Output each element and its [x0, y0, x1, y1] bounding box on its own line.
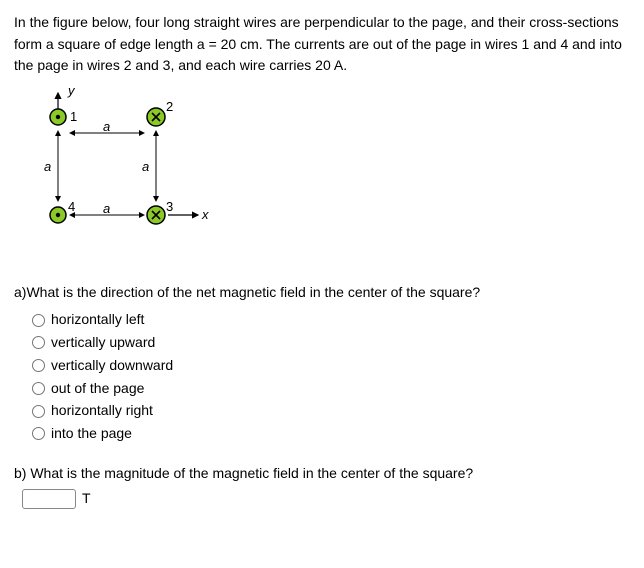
option-radio[interactable] [32, 359, 45, 372]
svg-text:a: a [103, 201, 110, 216]
question-a-options: horizontally leftvertically upwardvertic… [14, 309, 630, 444]
option-radio[interactable] [32, 336, 45, 349]
svg-text:1: 1 [70, 109, 77, 124]
question-a-prompt: a)What is the direction of the net magne… [14, 282, 630, 304]
option-radio[interactable] [32, 382, 45, 395]
svg-text:2: 2 [166, 99, 173, 114]
unit-label: T [82, 488, 91, 510]
option-label: horizontally right [51, 400, 153, 422]
option-row[interactable]: vertically downward [32, 355, 630, 377]
option-label: into the page [51, 423, 132, 445]
svg-text:a: a [103, 119, 110, 134]
option-row[interactable]: out of the page [32, 378, 630, 400]
question-b-prompt: b) What is the magnitude of the magnetic… [14, 463, 630, 485]
option-radio[interactable] [32, 314, 45, 327]
option-row[interactable]: horizontally left [32, 309, 630, 331]
svg-text:4: 4 [68, 199, 75, 214]
magnitude-input[interactable] [22, 489, 76, 509]
svg-text:x: x [201, 207, 209, 222]
problem-statement: In the figure below, four long straight … [14, 12, 630, 77]
option-row[interactable]: into the page [32, 423, 630, 445]
option-row[interactable]: vertically upward [32, 332, 630, 354]
option-label: out of the page [51, 378, 144, 400]
option-radio[interactable] [32, 427, 45, 440]
svg-text:a: a [142, 159, 149, 174]
option-row[interactable]: horizontally right [32, 400, 630, 422]
option-label: horizontally left [51, 309, 144, 331]
option-radio[interactable] [32, 405, 45, 418]
option-label: vertically downward [51, 355, 173, 377]
svg-text:y: y [67, 87, 76, 98]
option-label: vertically upward [51, 332, 155, 354]
svg-text:a: a [44, 159, 51, 174]
figure-diagram: y x a a a a 1 2 4 3 [22, 87, 630, 264]
svg-text:3: 3 [166, 199, 173, 214]
